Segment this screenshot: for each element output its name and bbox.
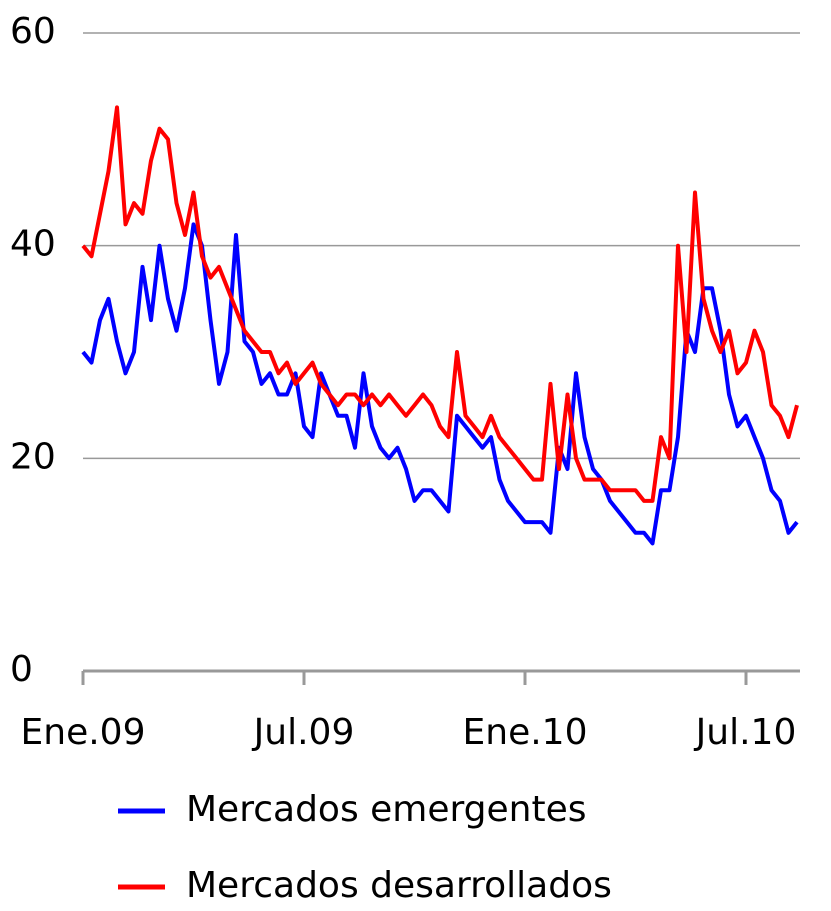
y-tick-label: 20 — [10, 436, 56, 477]
y-tick-label: 40 — [10, 224, 56, 265]
y-tick-label: 0 — [10, 649, 33, 690]
legend-label: Mercados desarrollados — [186, 865, 612, 906]
x-tick-label: Ene.10 — [463, 712, 588, 753]
series-line — [81, 105, 799, 503]
x-tick-label: Jul.10 — [694, 712, 797, 753]
x-tick-label: Ene.09 — [21, 712, 146, 753]
x-tick-label: Jul.09 — [252, 712, 355, 753]
y-tick-label: 60 — [10, 11, 56, 52]
legend-label: Mercados emergentes — [186, 789, 587, 830]
